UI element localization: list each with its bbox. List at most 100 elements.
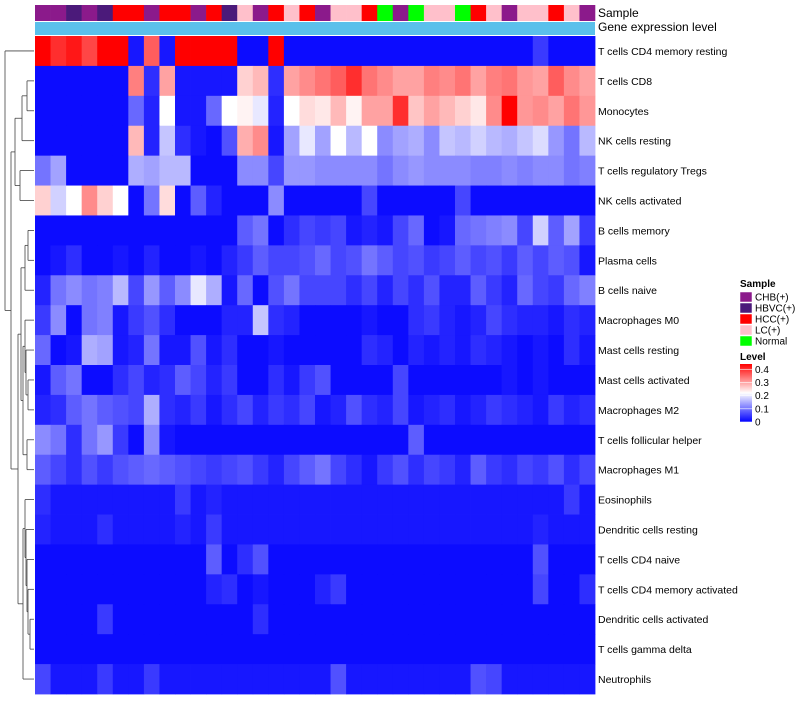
heatmap-cell — [532, 305, 549, 336]
heatmap-cell — [112, 365, 129, 396]
sample-legend-label: CHB(+) — [755, 293, 789, 304]
heatmap-cell — [532, 365, 549, 396]
sample-legend-swatch — [739, 291, 753, 303]
sample-legend: Sample CHB(+)HBVC(+)HCC(+)LC(+)Normal — [739, 279, 795, 348]
heatmap-cell — [237, 185, 254, 216]
row-label: Eosinophils — [598, 495, 652, 507]
heatmap-cell — [252, 155, 269, 186]
sample-cell — [128, 5, 145, 21]
heatmap-cell — [377, 365, 394, 396]
heatmap-cell — [392, 424, 409, 456]
heatmap-cell — [470, 664, 487, 695]
heatmap-cell — [159, 365, 176, 396]
sample-cell — [377, 5, 394, 21]
heatmap-cell — [299, 275, 316, 306]
heatmap-cell — [408, 394, 425, 426]
heatmap-cell — [128, 245, 145, 276]
heatmap-cell — [517, 155, 534, 186]
heatmap-cell — [579, 155, 596, 186]
heatmap-cell — [315, 275, 331, 306]
heatmap-cell — [315, 215, 331, 246]
heatmap-cell — [408, 155, 425, 186]
heatmap-cell — [175, 394, 191, 426]
heatmap-cell — [455, 484, 471, 515]
heatmap-cell — [268, 394, 285, 426]
heatmap-cell — [128, 65, 145, 97]
heatmap-cell — [548, 484, 565, 515]
heatmap-cell — [346, 335, 363, 366]
heatmap-cell — [563, 394, 580, 426]
heatmap-cell — [392, 574, 409, 605]
heatmap-cell — [81, 514, 98, 545]
heatmap-cell — [501, 664, 518, 695]
heatmap-cell — [81, 36, 98, 67]
heatmap-cell — [470, 335, 487, 366]
heatmap-cell — [97, 604, 114, 635]
heatmap-cell — [346, 424, 363, 456]
level-legend-label: 0 — [755, 418, 761, 429]
heatmap-cell — [548, 335, 565, 366]
heatmap-cell — [346, 544, 363, 575]
sample-cell — [175, 5, 191, 21]
heatmap-cell — [439, 514, 456, 545]
heatmap-cell — [346, 36, 363, 67]
heatmap-cell — [548, 365, 565, 396]
heatmap-cell — [579, 424, 596, 456]
heatmap-cell — [330, 185, 347, 216]
heatmap-cell — [470, 215, 487, 246]
level-legend-label: 0.1 — [755, 404, 769, 415]
heatmap-cell — [392, 604, 409, 635]
heatmap-cell — [143, 604, 160, 635]
heatmap-cell — [517, 275, 534, 306]
heatmap-cell — [128, 215, 145, 246]
heatmap-cell — [66, 424, 83, 456]
heatmap-cell — [252, 95, 269, 127]
heatmap-cell — [175, 125, 191, 157]
heatmap-cells — [35, 36, 596, 695]
heatmap-cell — [190, 36, 207, 67]
heatmap-cell — [579, 335, 596, 366]
heatmap-cell — [346, 95, 363, 127]
heatmap-cell — [470, 155, 487, 186]
heatmap-cell — [517, 305, 534, 336]
heatmap-cell — [206, 544, 223, 575]
heatmap-cell — [252, 36, 269, 67]
heatmap-cell — [486, 394, 503, 426]
heatmap-cell — [221, 125, 238, 157]
heatmap-cell — [486, 36, 503, 67]
heatmap-cell — [563, 514, 580, 545]
heatmap-cell — [159, 604, 176, 635]
heatmap-cell — [315, 574, 331, 605]
heatmap-cell — [128, 185, 145, 216]
heatmap-cell — [455, 394, 471, 426]
heatmap-cell — [408, 245, 425, 276]
heatmap-cell — [66, 365, 83, 396]
heatmap-cell — [315, 664, 331, 695]
heatmap-cell — [268, 664, 285, 695]
heatmap-cell — [517, 484, 534, 515]
heatmap-cell — [470, 634, 487, 665]
heatmap-cell — [532, 125, 549, 157]
heatmap-cell — [361, 574, 378, 605]
heatmap-cell — [50, 634, 67, 665]
heatmap-cell — [283, 335, 300, 366]
heatmap-cell — [206, 394, 223, 426]
heatmap-cell — [268, 574, 285, 605]
heatmap-cell — [175, 634, 191, 665]
heatmap-cell — [66, 275, 83, 306]
heatmap-cell — [175, 65, 191, 97]
heatmap-cell — [252, 574, 269, 605]
heatmap-cell — [423, 604, 440, 635]
heatmap-cell — [81, 185, 98, 216]
heatmap-cell — [81, 365, 98, 396]
heatmap-cell — [299, 305, 316, 336]
sample-cell — [97, 5, 114, 21]
heatmap-cell — [486, 65, 503, 97]
heatmap-cell — [439, 365, 456, 396]
heatmap-cell — [486, 454, 503, 486]
heatmap-cell — [283, 365, 300, 396]
heatmap-cell — [470, 245, 487, 276]
heatmap-cell — [501, 125, 518, 157]
heatmap-cell — [470, 36, 487, 67]
heatmap-cell — [548, 634, 565, 665]
